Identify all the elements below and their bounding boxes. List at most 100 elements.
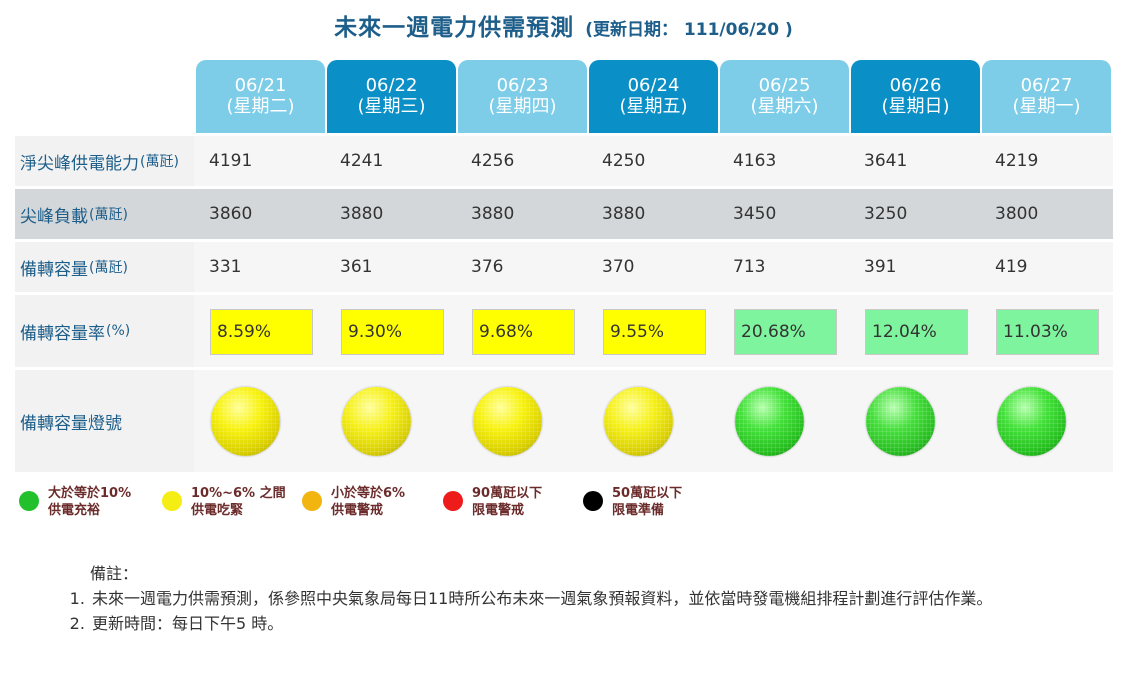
row-label-supply: 淨尖峰供電能力 (萬瓩) [15, 136, 194, 186]
yellow-light-icon [604, 387, 673, 456]
rate-cell: 9.55% [589, 295, 718, 367]
note-item: 更新時間：每日下午5 時。 [90, 611, 1088, 636]
legend-item: 10%~6% 之間 供電吃緊 [158, 483, 298, 523]
legend-dot-icon [162, 491, 182, 511]
header-date: 06/25 [758, 75, 811, 96]
legend-line1: 小於等於6% [331, 486, 406, 501]
rate-cell: 11.03% [982, 295, 1111, 367]
date-header-6: 06/27 (星期一) [982, 60, 1111, 133]
light-cell [327, 370, 456, 472]
label-text: 淨尖峰供電能力 [20, 153, 139, 174]
rate-badge: 20.68% [734, 309, 837, 355]
row-label-rate: 備轉容量率 (%) [15, 295, 194, 367]
update-date: (更新日期： 111/06/20 ) [585, 20, 793, 40]
notes-section: 備註： 未來一週電力供需預測，係參照中央氣象局每日11時所公布未來一週氣象預報資… [68, 561, 1088, 636]
label-unit: (萬瓩) [140, 154, 179, 170]
header-weekday: (星期日) [881, 96, 950, 117]
date-header-2: 06/23 (星期四) [458, 60, 587, 133]
notes-list: 未來一週電力供需預測，係參照中央氣象局每日11時所公布未來一週氣象預報資料，並依… [68, 586, 1088, 636]
light-cell [851, 370, 980, 472]
value-cell: 3800 [995, 204, 1039, 224]
legend-item: 50萬瓩以下 限電準備 [579, 483, 719, 523]
legend-line1: 90萬瓩以下 [472, 486, 543, 501]
legend-text: 90萬瓩以下 限電警戒 [472, 485, 542, 519]
label-unit: (%) [106, 323, 131, 339]
legend-text: 10%~6% 之間 供電吃緊 [191, 485, 286, 519]
header-weekday: (星期三) [357, 96, 426, 117]
rate-cell: 9.30% [327, 295, 456, 367]
rate-cell: 20.68% [720, 295, 849, 367]
value-cell: 3450 [733, 204, 777, 224]
legend-dot-icon [302, 491, 322, 511]
value-cell: 376 [471, 257, 504, 277]
value-cell: 713 [733, 257, 766, 277]
value-cell: 370 [602, 257, 635, 277]
value-cell: 4256 [471, 151, 515, 171]
header-date: 06/27 [1020, 75, 1073, 96]
notes-heading: 備註： [90, 564, 139, 583]
value-cell: 4219 [995, 151, 1039, 171]
row-reserve-light: 備轉容量燈號 [15, 370, 1113, 472]
header-date: 06/23 [496, 75, 549, 96]
light-cell [982, 370, 1111, 472]
rate-cell: 12.04% [851, 295, 980, 367]
yellow-light-icon [211, 387, 280, 456]
yellow-light-icon [342, 387, 411, 456]
rate-cell: 8.59% [196, 295, 325, 367]
header-weekday: (星期四) [488, 96, 557, 117]
rate-badge: 11.03% [996, 309, 1099, 355]
row-net-peak-supply: 淨尖峰供電能力 (萬瓩) 4191 4241 4256 4250 4163 3641 4219 [15, 136, 1113, 186]
legend-line1: 10%~6% 之間 [191, 486, 286, 501]
rate-badge: 8.59% [210, 309, 313, 355]
date-header-1: 06/22 (星期三) [327, 60, 456, 133]
legend-dot-icon [583, 491, 603, 511]
value-cell: 4250 [602, 151, 646, 171]
value-cell: 331 [209, 257, 242, 277]
light-cell [196, 370, 325, 472]
value-cell: 3860 [209, 204, 253, 224]
label-text: 備轉容量 [20, 259, 88, 280]
row-label-reserve: 備轉容量 (萬瓩) [15, 242, 194, 292]
value-cell: 361 [340, 257, 373, 277]
date-header-5: 06/26 (星期日) [851, 60, 980, 133]
label-unit: (萬瓩) [89, 260, 128, 276]
header-date: 06/26 [889, 75, 942, 96]
label-text: 備轉容量率 [20, 323, 105, 344]
value-cell: 3880 [340, 204, 384, 224]
light-cell [458, 370, 587, 472]
label-text: 尖峰負載 [20, 206, 88, 227]
legend-line1: 50萬瓩以下 [612, 486, 683, 501]
legend-item: 小於等於6% 供電警戒 [298, 483, 438, 523]
legend-text: 大於等於10% 供電充裕 [48, 485, 131, 519]
rate-badge: 9.55% [603, 309, 706, 355]
value-cell: 3880 [471, 204, 515, 224]
header-date: 06/21 [234, 75, 287, 96]
legend-line2: 供電吃緊 [191, 503, 244, 518]
rate-badge: 9.30% [341, 309, 444, 355]
legend-dot-icon [19, 491, 39, 511]
row-label-peak: 尖峰負載 (萬瓩) [15, 189, 194, 239]
rate-badge: 12.04% [865, 309, 968, 355]
green-light-icon [735, 387, 804, 456]
legend-line1: 大於等於10% [48, 486, 132, 501]
row-reserve-capacity: 備轉容量 (萬瓩) 331 361 376 370 713 391 419 [15, 242, 1113, 292]
row-peak-load: 尖峰負載 (萬瓩) 3860 3880 3880 3880 3450 3250 3800 [15, 189, 1113, 239]
value-cell: 3880 [602, 204, 646, 224]
legend-line2: 限電警戒 [472, 503, 525, 518]
legend-line2: 供電充裕 [48, 503, 101, 518]
light-cell [589, 370, 718, 472]
green-light-icon [997, 387, 1066, 456]
date-header-3: 06/24 (星期五) [589, 60, 718, 133]
legend-line2: 限電準備 [612, 503, 665, 518]
header-date: 06/24 [627, 75, 680, 96]
light-cell [720, 370, 849, 472]
date-header-0: 06/21 (星期二) [196, 60, 325, 133]
row-reserve-rate: 備轉容量率 (%) 8.59% 9.30% 9.68% 9.55% 20.68% 12.04… [15, 295, 1113, 367]
rate-cell: 9.68% [458, 295, 587, 367]
header-weekday: (星期二) [226, 96, 295, 117]
note-item: 未來一週電力供需預測，係參照中央氣象局每日11時所公布未來一週氣象預報資料，並依… [90, 586, 1088, 611]
header-weekday: (星期一) [1012, 96, 1081, 117]
yellow-light-icon [473, 387, 542, 456]
label-text: 備轉容量燈號 [20, 413, 122, 434]
legend-text: 50萬瓩以下 限電準備 [612, 485, 682, 519]
